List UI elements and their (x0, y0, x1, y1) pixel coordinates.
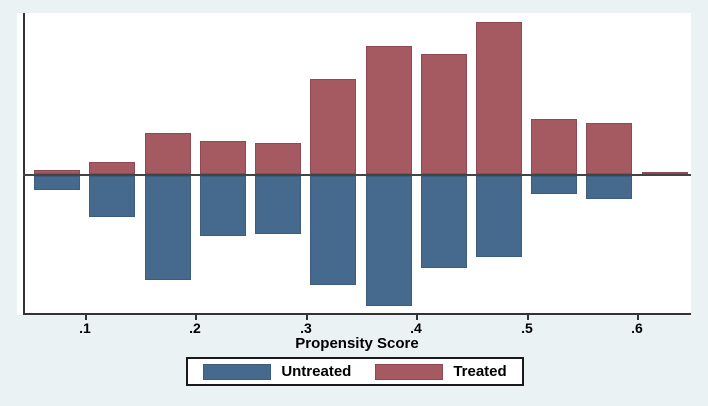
treated-bar (310, 78, 356, 174)
untreated-bar (255, 175, 301, 234)
untreated-bar (200, 175, 246, 236)
untreated-bar (366, 175, 412, 306)
treated-bar (476, 21, 522, 174)
untreated-bar (145, 175, 191, 280)
untreated-bar (89, 175, 135, 217)
treated-bar (586, 122, 632, 174)
treated-bar (34, 169, 80, 174)
x-axis-title: Propensity Score (295, 335, 419, 352)
treated-bar (255, 142, 301, 174)
legend: Untreated Treated (186, 357, 524, 386)
x-tick-mark (306, 315, 308, 320)
x-axis-line (23, 313, 691, 315)
x-tick-label: .4 (410, 320, 422, 336)
treated-bar (145, 132, 191, 174)
zero-baseline (23, 173, 691, 176)
treated-bar (421, 53, 467, 174)
untreated-bar (310, 175, 356, 285)
y-axis-line (23, 13, 25, 315)
untreated-swatch (203, 363, 272, 380)
legend-label-treated: Treated (453, 363, 507, 380)
x-tick-mark (85, 315, 87, 320)
untreated-bar (34, 175, 80, 190)
x-tick-label: .1 (79, 320, 91, 336)
x-tick-label: .5 (521, 320, 533, 336)
treated-bar (200, 140, 246, 174)
x-tick-mark (637, 315, 639, 320)
x-tick-mark (416, 315, 418, 320)
treated-bar (531, 118, 577, 174)
treated-bar (366, 45, 412, 174)
x-tick-mark (195, 315, 197, 320)
untreated-bar (531, 175, 577, 194)
x-tick-label: .2 (189, 320, 201, 336)
legend-label-untreated: Untreated (281, 363, 352, 380)
x-tick-mark (527, 315, 529, 320)
treated-swatch (375, 363, 444, 380)
x-tick-label: .6 (631, 320, 643, 336)
treated-bar (642, 171, 688, 174)
treated-bar (89, 161, 135, 174)
untreated-bar (586, 175, 632, 199)
x-tick-label: .3 (300, 320, 312, 336)
untreated-bar (476, 175, 522, 257)
untreated-bar (421, 175, 467, 268)
